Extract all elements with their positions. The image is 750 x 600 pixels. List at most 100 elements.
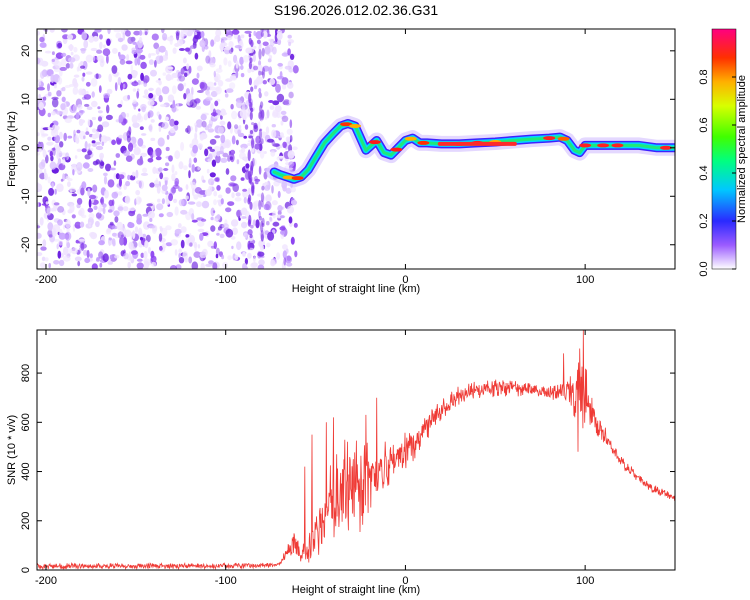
noise-blob <box>54 188 57 195</box>
noise-blob <box>289 119 293 129</box>
bottom-x-axis: -200 -100 0 100 <box>35 330 594 587</box>
noise-blob <box>37 57 41 65</box>
noise-blob <box>65 63 71 69</box>
noise-blob <box>217 80 224 87</box>
noise-blob <box>99 34 103 40</box>
noise-blob <box>258 60 262 67</box>
noise-blob <box>92 143 97 147</box>
noise-blob <box>178 75 186 82</box>
noise-blob <box>162 72 167 76</box>
noise-streak <box>247 149 251 162</box>
noise-blob <box>136 90 140 99</box>
noise-blob <box>89 253 93 259</box>
noise-blob <box>253 85 258 90</box>
noise-blob <box>117 204 124 213</box>
noise-blob <box>269 78 276 85</box>
noise-blob <box>228 49 233 54</box>
noise-blob <box>143 89 149 96</box>
noise-blob <box>102 207 106 215</box>
noise-blob <box>167 94 175 103</box>
noise-blob <box>173 198 178 204</box>
noise-blob <box>152 166 157 174</box>
noise-blob <box>73 46 78 53</box>
noise-blob <box>132 41 137 45</box>
noise-blob <box>270 259 276 267</box>
noise-blob <box>165 66 174 70</box>
noise-blob <box>118 51 121 57</box>
noise-streak <box>250 160 254 171</box>
noise-blob <box>112 232 117 237</box>
noise-blob <box>135 44 139 50</box>
noise-blob <box>37 132 40 137</box>
noise-blob <box>219 120 226 126</box>
noise-blob <box>227 60 232 67</box>
noise-blob <box>108 199 114 207</box>
noise-blob <box>44 50 52 54</box>
noise-blob <box>265 201 272 211</box>
noise-blob <box>189 45 197 49</box>
top-x-axis: -200 -100 0 100 <box>35 29 594 286</box>
noise-blob <box>87 168 94 172</box>
noise-blob <box>92 35 99 42</box>
noise-blob <box>158 167 163 173</box>
noise-blob <box>207 240 214 248</box>
noise-blob <box>127 174 131 181</box>
noise-blob <box>91 140 96 144</box>
noise-blob <box>165 146 170 152</box>
noise-blob <box>138 180 142 189</box>
ridge-hotspot <box>417 140 430 145</box>
ridge-hotspot <box>597 143 610 148</box>
noise-blob <box>226 34 233 41</box>
noise-blob <box>122 206 129 212</box>
noise-blob <box>139 54 146 60</box>
ridge-hotspot <box>390 147 403 152</box>
noise-blob <box>174 177 180 186</box>
noise-blob <box>44 257 49 262</box>
noise-blob <box>196 201 202 208</box>
noise-blob <box>180 29 188 37</box>
noise-blob <box>136 158 144 166</box>
noise-blob <box>228 41 234 48</box>
noise-blob <box>51 51 55 56</box>
noise-blob <box>160 104 167 108</box>
noise-blob <box>122 236 128 246</box>
colorbar-ticks: 0.0 0.2 0.4 0.6 0.8 <box>698 69 736 277</box>
noise-blob <box>175 31 180 41</box>
noise-blob <box>86 106 93 110</box>
noise-blob <box>194 52 199 60</box>
noise-blob <box>289 53 295 61</box>
noise-blob <box>253 65 258 71</box>
noise-streak <box>260 220 264 233</box>
noise-blob <box>286 81 294 89</box>
noise-blob <box>123 252 129 260</box>
noise-blob <box>290 236 295 245</box>
noise-blob <box>196 65 203 72</box>
noise-streak <box>260 192 265 203</box>
noise-blob <box>228 150 232 156</box>
noise-blob <box>277 190 281 199</box>
noise-blob <box>58 259 65 267</box>
ridge-hotspot <box>340 122 353 127</box>
noise-blob <box>127 222 135 229</box>
noise-blob <box>163 168 169 171</box>
noise-blob <box>171 104 177 113</box>
noise-blob <box>251 122 255 126</box>
noise-blob <box>231 135 236 145</box>
noise-blob <box>270 150 276 157</box>
noise-blob <box>37 225 41 229</box>
noise-blob <box>288 216 293 224</box>
noise-blob <box>214 100 219 107</box>
noise-blob <box>235 139 239 146</box>
noise-blob <box>215 86 222 95</box>
noise-blob <box>277 155 285 159</box>
noise-blob <box>111 225 118 230</box>
noise-blob <box>115 153 121 158</box>
noise-blob <box>210 39 215 47</box>
noise-blob <box>169 37 173 45</box>
noise-blob <box>271 124 276 128</box>
noise-blob <box>78 238 86 242</box>
noise-blob <box>142 167 148 173</box>
noise-blob <box>96 49 103 54</box>
noise-streak <box>258 70 262 76</box>
